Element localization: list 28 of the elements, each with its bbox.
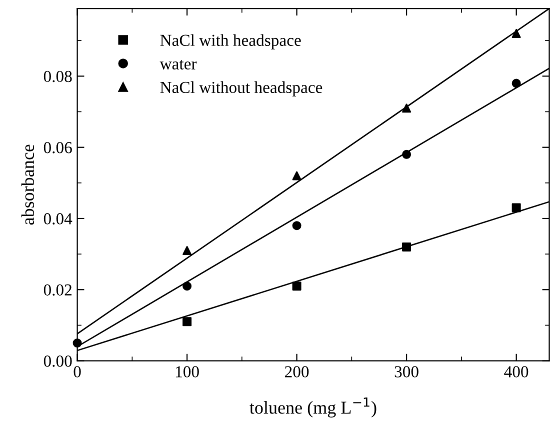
y-tick-label: 0.00 [44, 356, 72, 367]
x-tick-label: 0 [74, 366, 81, 378]
x-tick-label: 400 [504, 366, 528, 378]
y-tick-label: 0.06 [44, 142, 72, 154]
point [292, 171, 302, 180]
point [182, 317, 192, 326]
y-tick-label: 0.02 [44, 284, 72, 296]
point [512, 28, 521, 38]
y-tick-label: 0.04 [44, 213, 72, 224]
x-tick-label: 200 [285, 366, 309, 378]
point [512, 78, 521, 88]
point [402, 104, 412, 113]
point [402, 242, 412, 252]
point [182, 282, 192, 291]
y-tick-label: 0.08 [44, 70, 72, 82]
legend-label: water [160, 60, 197, 70]
point [402, 150, 412, 159]
point [292, 282, 302, 291]
point [182, 246, 192, 256]
y-axis-title: absorbance [21, 144, 34, 225]
x-tick-label: 300 [394, 366, 418, 378]
point [292, 221, 302, 230]
point [72, 338, 82, 348]
legend-label: NaCl with headspace [160, 34, 301, 50]
x-tick-label: 100 [176, 366, 199, 378]
legend-label: NaCl without headspace [160, 81, 322, 96]
x-axis-title: toluene (mg L$^{−1}$) [250, 397, 376, 418]
point [512, 203, 521, 212]
